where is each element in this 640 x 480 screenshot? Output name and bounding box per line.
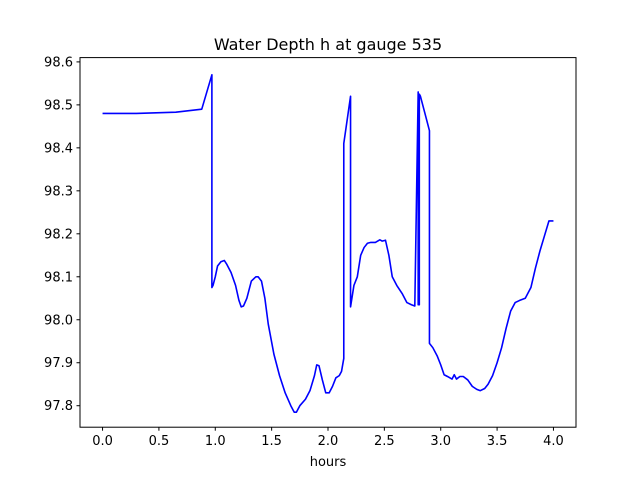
- y-tick-label: 97.9: [44, 356, 73, 371]
- chart-title: Water Depth h at gauge 535: [214, 35, 442, 54]
- y-tick-label: 98.6: [44, 55, 73, 70]
- x-tick-label: 0.5: [149, 434, 170, 449]
- y-tick-label: 97.8: [44, 399, 73, 414]
- x-tick-label: 0.0: [92, 434, 113, 449]
- series-layer: [102, 73, 554, 413]
- x-tick-label: 3.5: [487, 434, 508, 449]
- x-tick-label: 4.0: [543, 434, 564, 449]
- y-axis: 97.8 97.9 98.0 98.1 98.2 98.3 98.4 98.5 98.6: [44, 55, 80, 414]
- series-line: [102, 73, 554, 413]
- y-tick-label: 98.4: [44, 141, 73, 156]
- plot-frame: [79, 57, 577, 428]
- x-tick-label: 2.5: [374, 434, 395, 449]
- x-tick-label: 3.0: [430, 434, 451, 449]
- y-tick-label: 98.2: [44, 227, 73, 242]
- y-tick-label: 98.1: [44, 270, 73, 285]
- y-tick-label: 98.3: [44, 184, 73, 199]
- x-tick-label: 1.5: [261, 434, 282, 449]
- y-tick-label: 98.0: [44, 313, 73, 328]
- y-tick-label: 98.5: [44, 98, 73, 113]
- x-tick-label: 1.0: [205, 434, 226, 449]
- x-tick-label: 2.0: [318, 434, 339, 449]
- x-axis: 0.0 0.5 1.0 1.5 2.0 2.5 3.0 3.5 4.0: [92, 427, 564, 449]
- x-axis-label: hours: [310, 455, 347, 470]
